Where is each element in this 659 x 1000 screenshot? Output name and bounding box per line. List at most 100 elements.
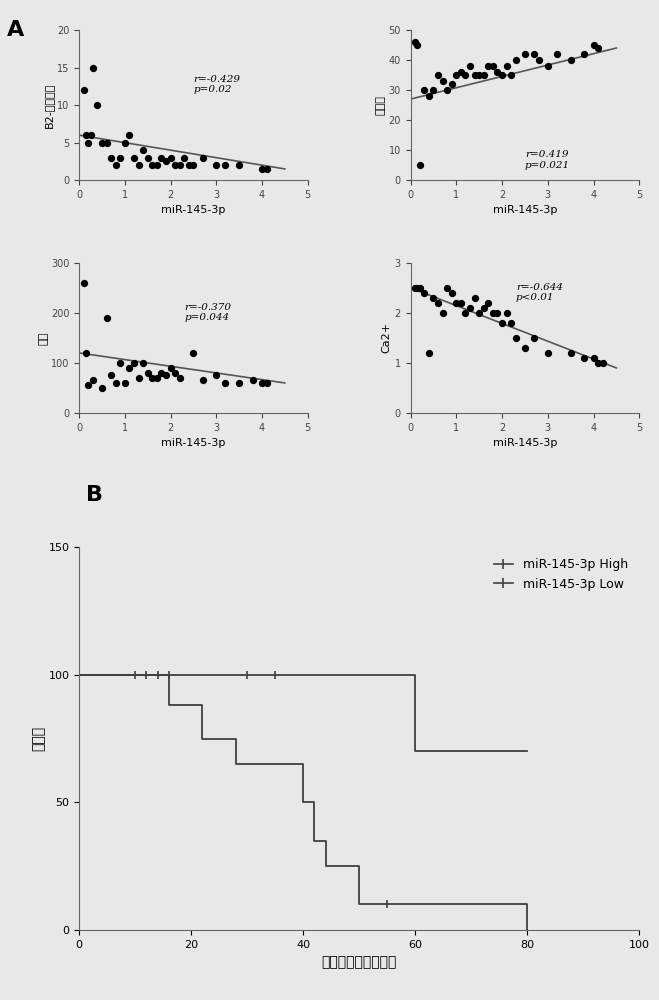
Point bbox=[161, 153, 171, 169]
Point bbox=[465, 58, 475, 74]
Point bbox=[410, 280, 420, 296]
Point bbox=[542, 58, 553, 74]
Point bbox=[520, 340, 530, 356]
Point bbox=[520, 46, 530, 62]
Point bbox=[152, 157, 162, 173]
Point bbox=[156, 365, 167, 381]
Point bbox=[175, 370, 185, 386]
Point bbox=[147, 157, 158, 173]
Point bbox=[497, 67, 507, 83]
Point bbox=[419, 82, 430, 98]
Point bbox=[451, 67, 461, 83]
Point bbox=[455, 64, 466, 80]
Point bbox=[88, 372, 98, 388]
X-axis label: miR-145-3p: miR-145-3p bbox=[161, 205, 225, 215]
Point bbox=[506, 67, 517, 83]
Point bbox=[188, 345, 198, 361]
Point bbox=[234, 157, 244, 173]
Point bbox=[142, 150, 153, 166]
Y-axis label: Ca2+: Ca2+ bbox=[382, 322, 392, 353]
Point bbox=[161, 367, 171, 383]
Point bbox=[483, 58, 494, 74]
Point bbox=[78, 82, 89, 98]
Y-axis label: 白蛋白: 白蛋白 bbox=[376, 95, 386, 115]
Text: r=-0.644
p<0.01: r=-0.644 p<0.01 bbox=[516, 283, 563, 302]
Point bbox=[579, 350, 590, 366]
Point bbox=[542, 345, 553, 361]
Point bbox=[97, 380, 107, 396]
Point bbox=[220, 375, 231, 391]
Point bbox=[469, 67, 480, 83]
Point bbox=[469, 290, 480, 306]
Point bbox=[156, 150, 167, 166]
Point bbox=[124, 127, 134, 143]
Point bbox=[261, 375, 272, 391]
X-axis label: miR-145-3p: miR-145-3p bbox=[161, 438, 225, 448]
Point bbox=[165, 150, 176, 166]
Point bbox=[170, 157, 181, 173]
Point bbox=[138, 142, 148, 158]
Point bbox=[501, 58, 512, 74]
Point bbox=[506, 315, 517, 331]
Point bbox=[424, 88, 434, 104]
Point bbox=[455, 295, 466, 311]
Point bbox=[465, 300, 475, 316]
Point bbox=[111, 375, 121, 391]
Point bbox=[593, 355, 604, 371]
Point bbox=[460, 67, 471, 83]
Point bbox=[492, 64, 503, 80]
Text: B: B bbox=[86, 485, 103, 505]
Point bbox=[447, 76, 457, 92]
Point bbox=[248, 372, 258, 388]
Point bbox=[133, 370, 144, 386]
Point bbox=[451, 295, 461, 311]
Point bbox=[179, 150, 190, 166]
Point bbox=[152, 370, 162, 386]
Point bbox=[488, 58, 498, 74]
Point bbox=[410, 34, 420, 50]
Point bbox=[261, 161, 272, 177]
Y-axis label: B2-微球蛋白: B2-微球蛋白 bbox=[44, 82, 54, 128]
Point bbox=[438, 305, 448, 321]
Point bbox=[552, 46, 562, 62]
Point bbox=[101, 135, 112, 151]
Point bbox=[412, 37, 422, 53]
Point bbox=[588, 37, 599, 53]
Point bbox=[442, 82, 453, 98]
Point bbox=[115, 355, 125, 371]
Point bbox=[579, 46, 590, 62]
Point bbox=[170, 365, 181, 381]
Point bbox=[257, 375, 268, 391]
Y-axis label: 生存率: 生存率 bbox=[32, 726, 45, 751]
Point bbox=[460, 305, 471, 321]
Legend: miR-145-3p High, miR-145-3p Low: miR-145-3p High, miR-145-3p Low bbox=[489, 553, 633, 596]
Point bbox=[197, 372, 208, 388]
Point bbox=[478, 67, 489, 83]
Point bbox=[529, 330, 539, 346]
Point bbox=[88, 60, 98, 76]
Point bbox=[188, 157, 198, 173]
Point bbox=[533, 52, 544, 68]
Point bbox=[565, 345, 576, 361]
Point bbox=[129, 150, 139, 166]
Point bbox=[220, 157, 231, 173]
Point bbox=[211, 367, 221, 383]
Point bbox=[438, 73, 448, 89]
Point bbox=[257, 161, 268, 177]
Point bbox=[447, 285, 457, 301]
Point bbox=[106, 150, 117, 166]
Point bbox=[419, 285, 430, 301]
Point bbox=[142, 365, 153, 381]
Point bbox=[80, 127, 91, 143]
Point bbox=[415, 157, 425, 173]
Point bbox=[529, 46, 539, 62]
Point bbox=[106, 367, 117, 383]
Point bbox=[133, 157, 144, 173]
Point bbox=[511, 52, 521, 68]
Y-axis label: 肌酐: 肌酐 bbox=[38, 331, 48, 345]
Point bbox=[428, 82, 439, 98]
Point bbox=[428, 290, 439, 306]
Point bbox=[511, 330, 521, 346]
Point bbox=[92, 97, 103, 113]
Point bbox=[433, 67, 444, 83]
